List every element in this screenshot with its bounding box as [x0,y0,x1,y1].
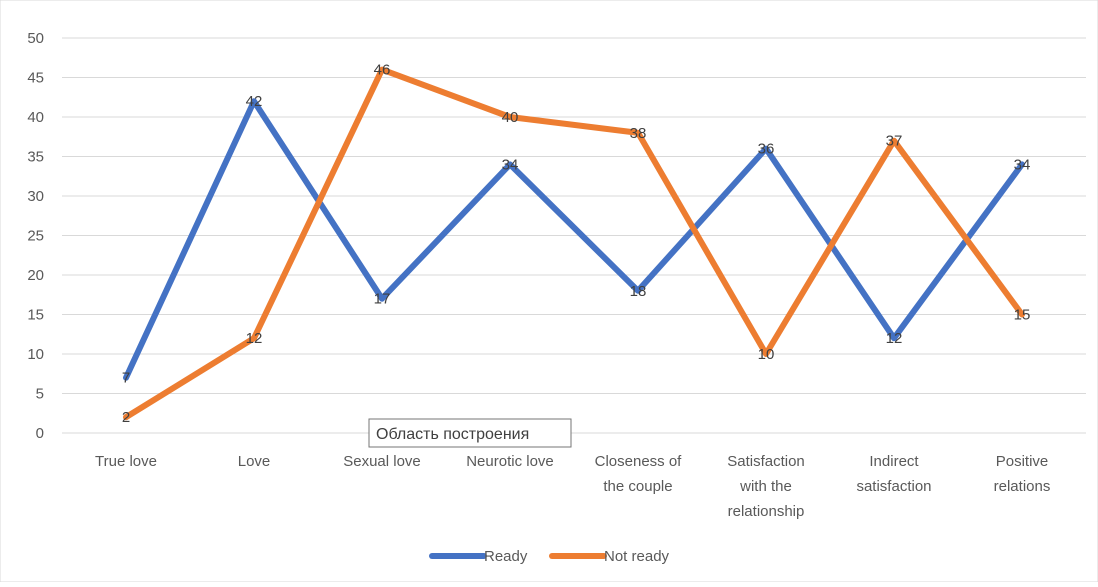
data-label: 38 [630,125,647,142]
tooltip-box [368,418,572,448]
y-axis-tick-labels: 0 5 10 15 20 25 30 35 40 45 50 [27,30,44,442]
y-tick-label: 0 [36,425,44,442]
data-labels: 7 42 17 34 18 36 12 34 2 12 46 40 38 10 37 15 [122,62,1031,427]
y-tick-label: 40 [27,109,44,126]
y-tick-label: 10 [27,346,44,363]
data-label: 46 [374,62,391,79]
data-label: 17 [374,291,391,308]
legend-label: Ready [484,548,528,565]
data-label: 2 [122,409,130,426]
y-tick-label: 30 [27,188,44,205]
x-tick-label: True love [95,453,157,470]
x-tick-label: Closeness of the couple [595,453,683,495]
x-tick-label: Satisfaction with the relationship [727,453,805,520]
y-tick-label: 15 [27,307,44,324]
data-label: 37 [886,133,903,150]
data-label: 18 [630,283,647,300]
data-label: 36 [758,141,775,158]
y-tick-label: 45 [27,70,44,87]
x-tick-label: Positive relations [994,453,1051,495]
data-label: 10 [758,346,775,363]
plot-area-tooltip: Область построения [368,418,572,448]
series-line-not-ready [123,66,1025,421]
data-label: 7 [122,370,130,387]
series-lines [123,66,1025,421]
legend: Ready Not ready [429,548,670,565]
x-tick-label: Love [238,453,271,470]
data-label: 34 [1014,156,1031,173]
x-tick-label: Indirect satisfaction [856,453,931,495]
data-label: 42 [246,93,263,110]
data-label: 12 [886,330,903,347]
y-tick-label: 50 [27,30,44,47]
data-label: 12 [246,330,263,347]
x-tick-label: Sexual love [343,453,421,470]
legend-label: Not ready [604,548,670,565]
series-line-ready [123,98,1025,381]
y-tick-label: 25 [27,228,44,245]
x-axis-tick-labels: True love Love Sexual love Neurotic love Clo… [95,453,1050,520]
x-tick-label: Neurotic love [466,453,554,470]
data-label: 34 [502,156,519,173]
data-label: 40 [502,109,519,126]
y-tick-label: 20 [27,267,44,284]
tooltip-text: Область построения [376,426,529,443]
data-label: 15 [1014,307,1031,324]
y-tick-label: 35 [27,149,44,166]
y-tick-label: 5 [36,386,44,403]
